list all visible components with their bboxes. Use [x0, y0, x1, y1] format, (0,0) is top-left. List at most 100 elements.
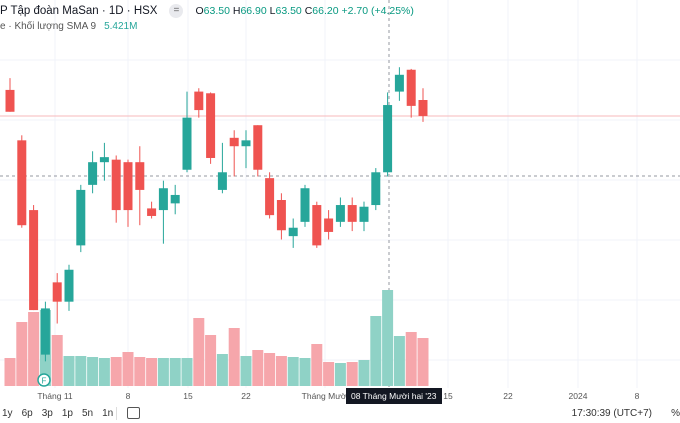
volume-bar: [240, 356, 252, 386]
volume-bar: [75, 356, 87, 386]
volume-bar: [169, 358, 181, 386]
volume-bar: [275, 356, 287, 386]
menu-icon[interactable]: =: [169, 4, 184, 18]
candle-up: [371, 172, 381, 206]
close-label: C: [304, 5, 313, 17]
volume-bar: [228, 328, 240, 386]
event-marker-label: F: [42, 377, 47, 386]
volume-bar: [323, 362, 335, 386]
candle-down: [123, 162, 133, 211]
symbol-title[interactable]: P Tập đoàn MaSan · 1D · HSX: [0, 5, 158, 17]
volume-bar: [87, 357, 99, 386]
range-3p[interactable]: 3p: [41, 408, 53, 419]
high-label: H: [232, 5, 241, 17]
crosshair-date-label: 08 Tháng Mười hai '23: [346, 388, 442, 404]
clock-time[interactable]: 17:30:39 (UTC+7): [571, 408, 652, 419]
candles: [5, 67, 428, 362]
event-marker[interactable]: F: [37, 373, 51, 387]
volume-bar: [382, 290, 394, 386]
candle-down: [253, 125, 263, 170]
candle-up: [300, 188, 310, 222]
candle-up: [88, 162, 98, 185]
x-tick: 22: [503, 391, 513, 401]
candle-up: [217, 172, 227, 190]
candle-down: [17, 140, 27, 226]
candle-up: [170, 194, 180, 204]
volume-bar: [299, 358, 311, 386]
candle-up: [335, 205, 345, 222]
candle-down: [229, 137, 239, 147]
volume-label[interactable]: e · Khối lượng SMA 9: [0, 21, 97, 32]
candle-down: [312, 205, 322, 246]
percent-toggle[interactable]: %: [671, 408, 680, 419]
x-tick: 2024: [568, 391, 588, 401]
symbol-legend: P Tập đoàn MaSan · 1D · HSX = O63.50 H66…: [0, 4, 414, 18]
candle-down: [418, 100, 428, 116]
candle-down: [5, 89, 15, 112]
volume-bar: [370, 316, 382, 386]
candle-down: [111, 159, 121, 211]
range-1n[interactable]: 1n: [102, 408, 114, 419]
volume-bar: [252, 350, 264, 386]
volume-bars: [4, 290, 429, 386]
volume-value: 5.421M: [104, 21, 138, 32]
high-value: 66.90: [240, 5, 267, 17]
candle-down: [276, 200, 286, 231]
x-tick: 8: [634, 391, 640, 401]
volume-bar: [110, 357, 122, 386]
range-5n[interactable]: 5n: [81, 408, 94, 419]
time-axis[interactable]: Tháng 11 8 15 22 Tháng Mười 15 22 2024 8: [0, 388, 680, 404]
divider: [116, 407, 117, 420]
volume-bar: [334, 363, 346, 386]
volume-bar: [264, 353, 276, 386]
volume-legend: e · Khối lượng SMA 9 5.421M: [0, 21, 137, 32]
volume-bar: [134, 357, 146, 386]
volume-bar: [157, 358, 169, 386]
volume-bar: [146, 358, 158, 386]
volume-bar: [181, 358, 193, 386]
volume-bar: [287, 357, 299, 386]
volume-bar: [28, 312, 40, 386]
x-tick: 15: [183, 391, 193, 401]
candle-up: [394, 74, 404, 92]
volume-bar: [4, 358, 16, 386]
range-1p[interactable]: 1p: [61, 408, 73, 419]
x-tick: Tháng 11: [37, 391, 73, 401]
x-tick: 15: [443, 391, 453, 401]
candle-down: [406, 69, 416, 106]
bottom-toolbar: 1y 6p 3p 1p 5n 1n 17:30:39 (UTC+7) %: [0, 404, 680, 423]
volume-bar: [98, 358, 110, 386]
candle-up: [383, 105, 393, 173]
candle-up: [76, 189, 86, 246]
ohlc-values: O63.50 H66.90 L63.50 C66.20 +2.70 (+4.25…: [195, 5, 413, 17]
volume-bar: [216, 354, 228, 386]
x-tick: Tháng Mười: [301, 391, 349, 401]
volume-bar: [311, 344, 323, 386]
candlestick-chart[interactable]: F: [0, 0, 680, 388]
x-tick: 8: [125, 391, 131, 401]
candle-up: [288, 227, 298, 237]
open-label: O: [195, 5, 204, 17]
range-selector: 1y 6p 3p 1p 5n 1n: [2, 408, 113, 419]
calendar-icon[interactable]: [127, 407, 140, 419]
range-6p[interactable]: 6p: [21, 408, 33, 419]
candle-down: [147, 208, 157, 216]
candle-down: [206, 93, 216, 158]
volume-bar: [346, 362, 358, 386]
volume-bar: [205, 335, 217, 386]
change-value: +2.70 (+4.25%): [341, 5, 414, 17]
range-1y[interactable]: 1y: [2, 408, 13, 419]
volume-bar: [417, 338, 429, 386]
low-value: 63.50: [275, 5, 302, 17]
candle-up: [64, 269, 74, 302]
candle-down: [52, 282, 62, 302]
candle-up: [158, 188, 168, 211]
candle-up: [40, 308, 50, 355]
volume-bar: [405, 332, 417, 386]
volume-bar: [358, 360, 370, 386]
open-value: 63.50: [203, 5, 230, 17]
candle-down: [29, 210, 39, 311]
candle-up: [241, 140, 251, 147]
candle-down: [135, 162, 145, 190]
volume-bar: [193, 318, 205, 386]
